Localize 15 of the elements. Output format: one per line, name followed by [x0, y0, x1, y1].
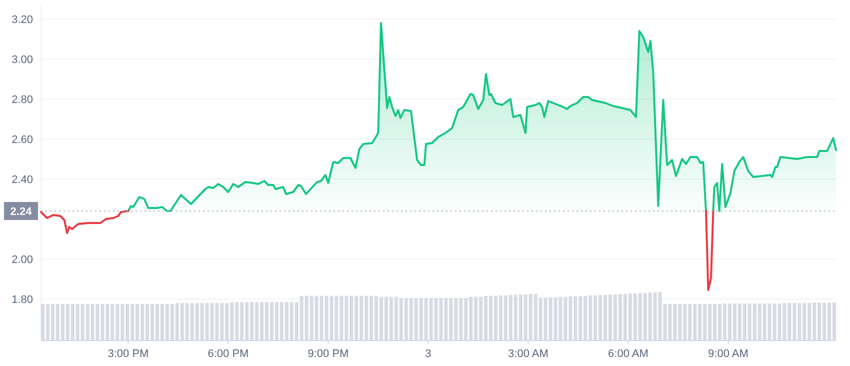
- y-tick-label: 2.40: [12, 174, 33, 186]
- y-tick-label: 3.20: [12, 14, 33, 26]
- x-tick-label: 6:00 AM: [608, 348, 648, 360]
- y-tick-label: 2.60: [12, 134, 33, 146]
- x-tick-label: 6:00 PM: [208, 348, 249, 360]
- x-tick-label: 9:00 AM: [708, 348, 748, 360]
- y-tick-label: 1.80: [12, 294, 33, 306]
- y-tick-label: 2.80: [12, 94, 33, 106]
- x-tick-label: 3:00 PM: [108, 348, 149, 360]
- y-tick-label: 3.00: [12, 54, 33, 66]
- x-tick-label: 3:00 AM: [508, 348, 548, 360]
- y-tick-label: 2.00: [12, 254, 33, 266]
- x-tick-label: 9:00 PM: [308, 348, 349, 360]
- x-tick-label: 3: [425, 348, 432, 360]
- ref-line-label: 2.24: [10, 206, 33, 218]
